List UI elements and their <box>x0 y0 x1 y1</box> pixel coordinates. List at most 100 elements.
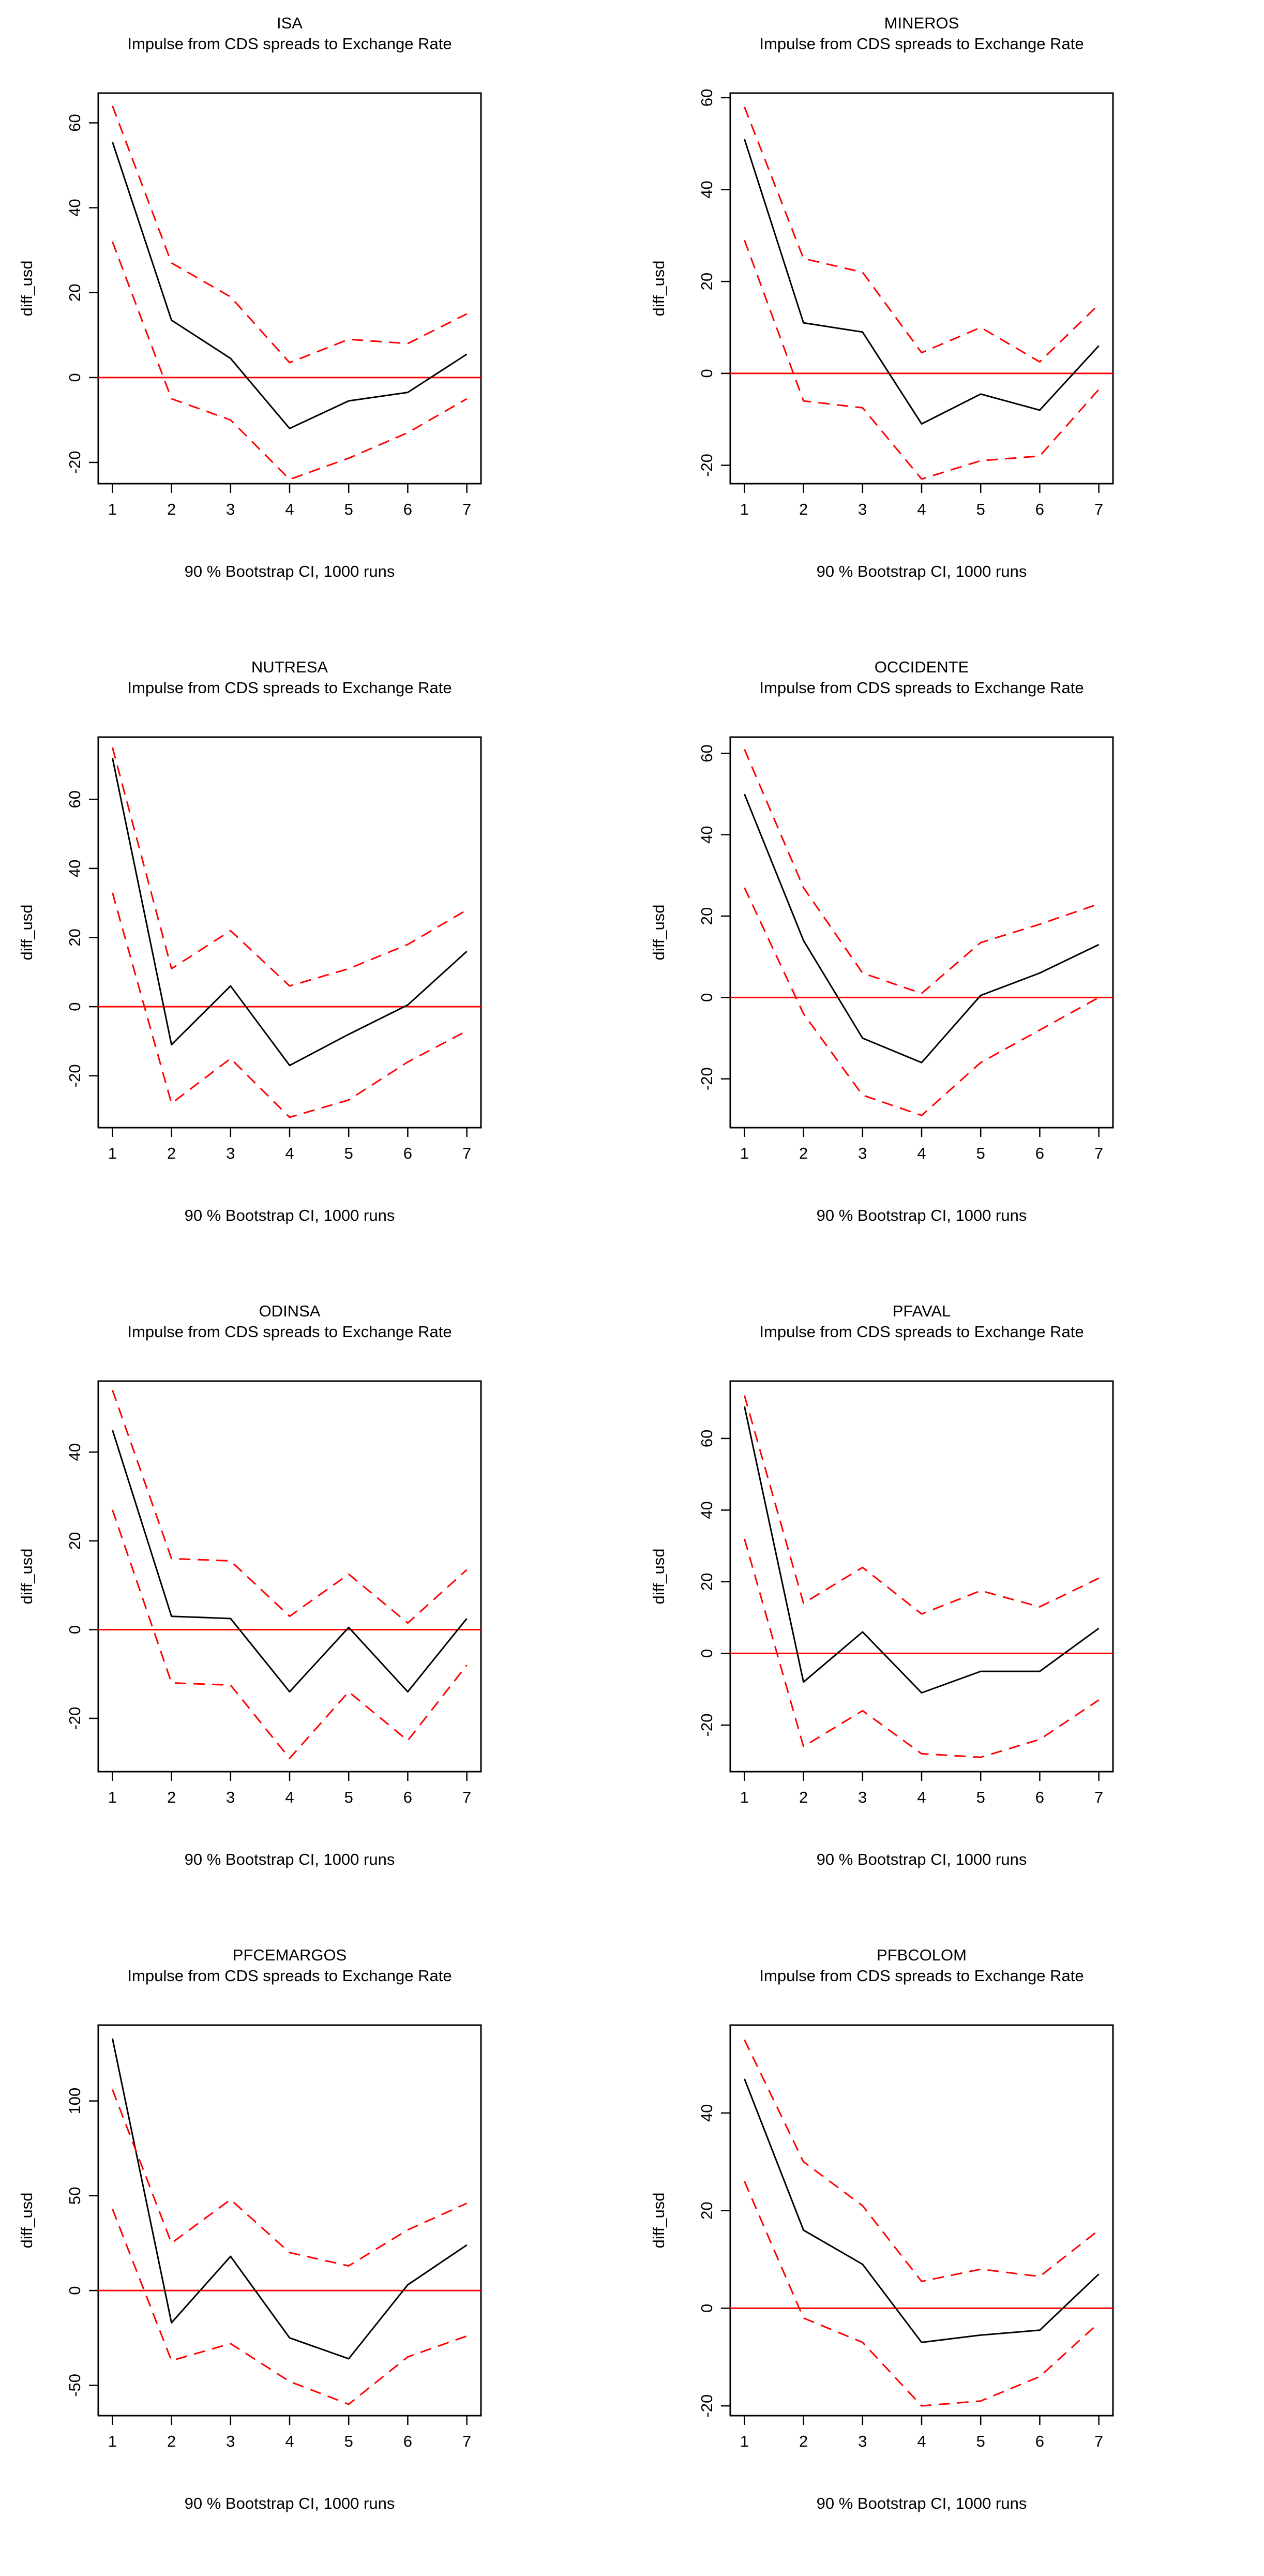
y-tick-label: 40 <box>698 826 716 844</box>
x-tick-label: 1 <box>108 500 117 518</box>
y-axis-label: diff_usd <box>18 1548 36 1604</box>
x-tick-label: 5 <box>344 1788 353 1806</box>
y-tick-label: 60 <box>66 114 84 131</box>
chart-subtitle: Impulse from CDS spreads to Exchange Rat… <box>759 1967 1084 1985</box>
y-tick-label: 20 <box>698 273 716 290</box>
chart-svg: OCCIDENTE Impulse from CDS spreads to Exc… <box>650 658 1114 1224</box>
x-tick-label: 7 <box>1094 500 1103 518</box>
x-axis-caption: 90 % Bootstrap CI, 1000 runs <box>185 1850 395 1868</box>
y-tick-label: -20 <box>698 1067 716 1090</box>
x-tick-label: 1 <box>108 1144 117 1162</box>
series-line-lower <box>743 1538 1100 1758</box>
chart-panel-pfbcolom: PFBCOLOM Impulse from CDS spreads to Exch… <box>632 1932 1264 2573</box>
chart-title: PFBCOLOM <box>877 1946 967 1964</box>
x-tick-label: 3 <box>226 1788 235 1806</box>
series-line-upper <box>744 107 1100 363</box>
series-line-response <box>744 2078 1100 2343</box>
chart-title: ODINSA <box>259 1302 321 1320</box>
y-tick-label: 40 <box>698 181 716 198</box>
y-tick-label: 40 <box>66 1443 84 1461</box>
x-tick-label: 3 <box>858 1788 867 1806</box>
chart-svg: PFCEMARGOS Impulse from CDS spreads to Ex… <box>18 1946 482 2512</box>
y-tick-label: 0 <box>66 1002 84 1011</box>
x-tick-label: 3 <box>226 1144 235 1162</box>
x-tick-label: 4 <box>917 1788 926 1806</box>
y-tick-label: 60 <box>698 1430 716 1447</box>
chart-subtitle: Impulse from CDS spreads to Exchange Rat… <box>127 1323 452 1341</box>
series-line-upper <box>111 1389 468 1624</box>
series-line-lower <box>744 887 1100 1116</box>
series-line-lower <box>112 2208 468 2405</box>
chart-subtitle: Impulse from CDS spreads to Exchange Rat… <box>759 1323 1084 1341</box>
x-tick-label: 7 <box>1094 1788 1103 1806</box>
y-tick-label: 0 <box>698 1649 716 1658</box>
y-tick-label: 20 <box>698 907 716 925</box>
series-line-response <box>744 793 1100 1064</box>
x-tick-label: 5 <box>344 500 353 518</box>
x-tick-label: 7 <box>1094 1144 1103 1162</box>
x-tick-label: 7 <box>1094 2432 1103 2450</box>
x-tick-label: 1 <box>740 500 749 518</box>
series-line-response <box>743 1406 1100 1694</box>
plot-frame <box>729 736 1114 1129</box>
chart-svg: PFBCOLOM Impulse from CDS spreads to Exch… <box>650 1946 1114 2512</box>
y-tick-label: -20 <box>698 454 716 477</box>
x-axis-caption: 90 % Bootstrap CI, 1000 runs <box>817 1850 1027 1868</box>
series-line-lower <box>743 239 1100 480</box>
plot-frame <box>729 92 1114 485</box>
x-axis-caption: 90 % Bootstrap CI, 1000 runs <box>817 1206 1027 1224</box>
y-tick-label: 100 <box>66 2088 84 2115</box>
chart-panel-odinsa: ODINSA Impulse from CDS spreads to Exchan… <box>0 1288 632 1929</box>
x-tick-label: 3 <box>226 500 235 518</box>
series-line-upper <box>744 749 1100 994</box>
x-tick-label: 4 <box>917 2432 926 2450</box>
chart-panel-pfcemargos: PFCEMARGOS Impulse from CDS spreads to Ex… <box>0 1932 632 2573</box>
y-tick-label: 0 <box>698 2304 716 2313</box>
x-tick-label: 4 <box>285 1144 294 1162</box>
series-line-upper <box>111 2089 468 2267</box>
y-tick-label: 0 <box>66 373 84 382</box>
y-tick-label: 60 <box>66 790 84 808</box>
series-line-response <box>111 141 468 429</box>
y-tick-label: 40 <box>698 1501 716 1519</box>
y-axis-label: diff_usd <box>18 2192 36 2248</box>
series-line-upper <box>744 2039 1100 2282</box>
x-axis-caption: 90 % Bootstrap CI, 1000 runs <box>185 562 395 580</box>
y-axis-label: diff_usd <box>650 2192 668 2248</box>
y-tick-label: 0 <box>698 993 716 1002</box>
y-tick-label: 50 <box>66 2187 84 2205</box>
x-tick-label: 3 <box>858 1144 867 1162</box>
x-axis-caption: 90 % Bootstrap CI, 1000 runs <box>817 2494 1027 2512</box>
x-tick-label: 2 <box>167 2432 176 2450</box>
series-line-response <box>743 139 1100 425</box>
y-tick-label: 60 <box>698 89 716 107</box>
chart-svg: NUTRESA Impulse from CDS spreads to Excha… <box>18 658 482 1224</box>
y-tick-label: -20 <box>66 1707 84 1730</box>
x-tick-label: 6 <box>403 2432 412 2450</box>
x-tick-label: 4 <box>285 2432 294 2450</box>
x-tick-label: 2 <box>799 500 808 518</box>
chart-svg: MINEROS Impulse from CDS spreads to Excha… <box>650 14 1114 580</box>
y-tick-label: 0 <box>66 2286 84 2295</box>
y-tick-label: -20 <box>66 1064 84 1087</box>
x-axis-caption: 90 % Bootstrap CI, 1000 runs <box>817 562 1027 580</box>
chart-subtitle: Impulse from CDS spreads to Exchange Rat… <box>127 1967 452 1985</box>
x-tick-label: 6 <box>1035 1788 1044 1806</box>
y-tick-label: -50 <box>66 2374 84 2397</box>
x-tick-label: 2 <box>799 2432 808 2450</box>
x-tick-label: 1 <box>108 1788 117 1806</box>
chart-panel-isa: ISA Impulse from CDS spreads to Exchange … <box>0 0 632 641</box>
y-tick-label: 20 <box>698 1573 716 1591</box>
y-tick-label: -20 <box>698 1714 716 1737</box>
plot-frame <box>97 1380 482 1773</box>
x-tick-label: 7 <box>462 1144 471 1162</box>
x-axis-caption: 90 % Bootstrap CI, 1000 runs <box>185 1206 395 1224</box>
chart-title: PFCEMARGOS <box>233 1946 347 1964</box>
chart-svg: ODINSA Impulse from CDS spreads to Exchan… <box>18 1302 482 1868</box>
plot-frame <box>97 2024 482 2417</box>
plot-frame <box>729 2024 1114 2417</box>
chart-title: MINEROS <box>884 14 959 32</box>
x-tick-label: 4 <box>917 1144 926 1162</box>
y-tick-label: 20 <box>66 283 84 301</box>
x-tick-label: 5 <box>976 1144 985 1162</box>
